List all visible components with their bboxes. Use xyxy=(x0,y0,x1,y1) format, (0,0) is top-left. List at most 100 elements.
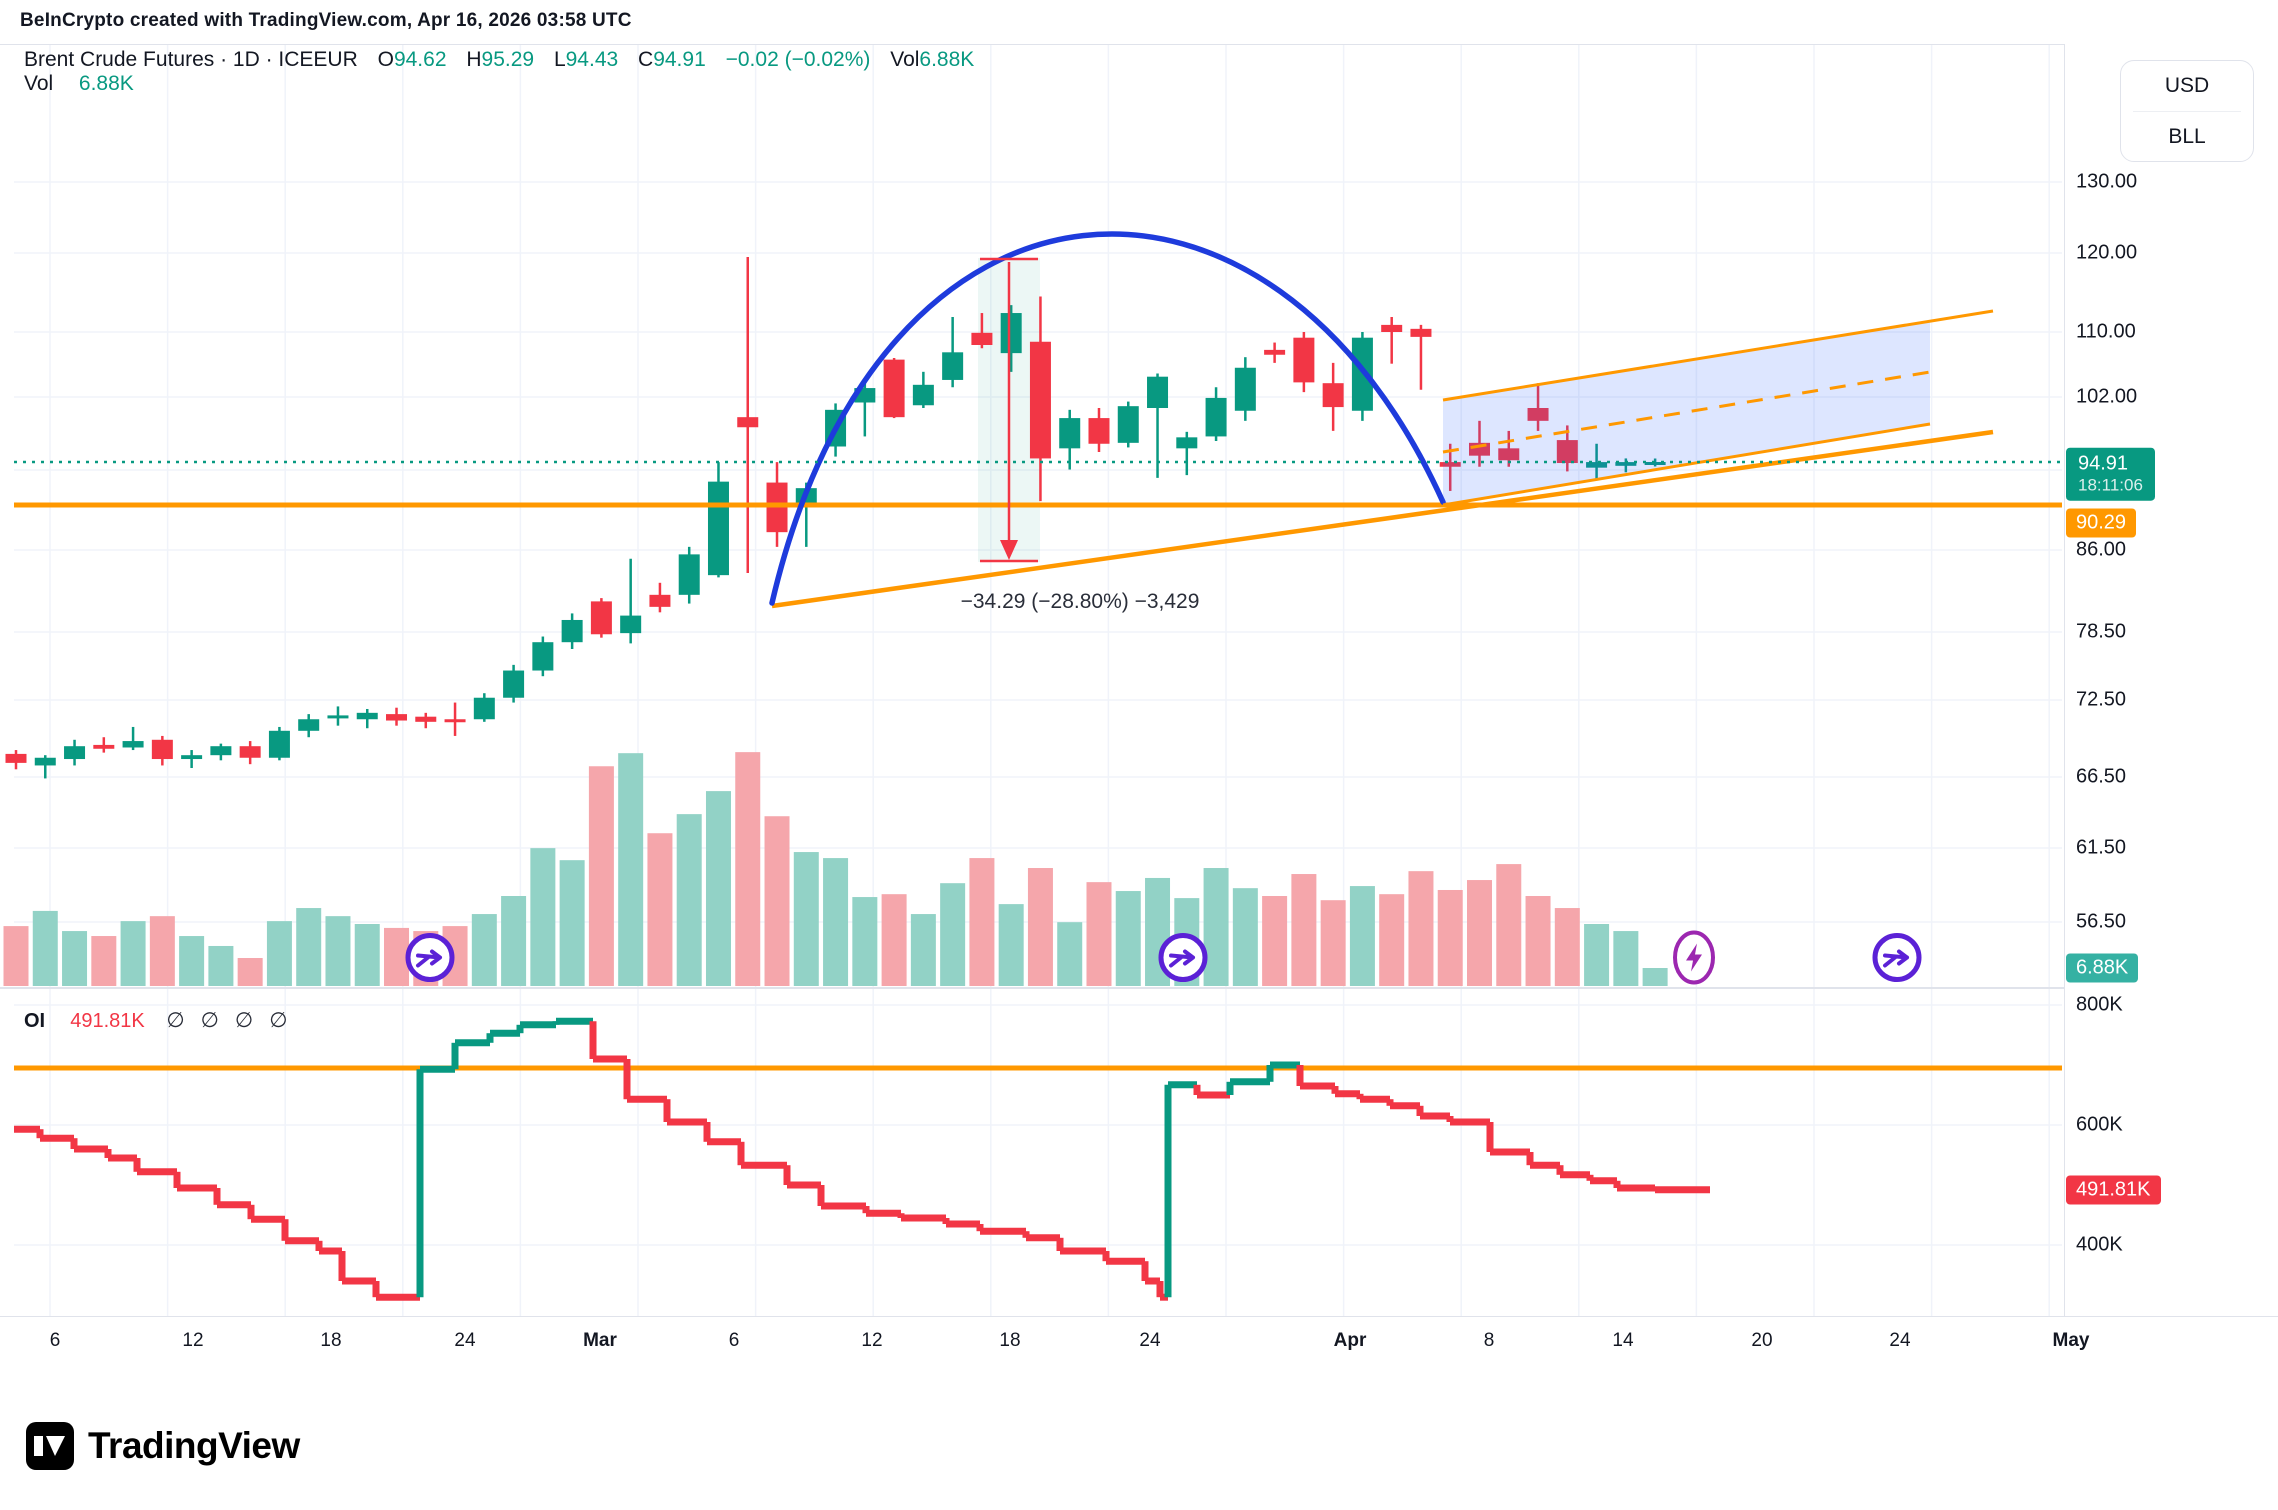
support-trendline xyxy=(771,429,1994,609)
settlement-lightning-icon[interactable] xyxy=(1671,929,1717,992)
volume-bar xyxy=(149,916,175,986)
volume-bar xyxy=(1613,931,1639,986)
time-label: 12 xyxy=(861,1330,883,1351)
contract-rollover-icon[interactable] xyxy=(1157,932,1209,989)
volume-bar xyxy=(1115,891,1141,986)
volume-bar xyxy=(208,945,234,986)
volume-bar xyxy=(1525,896,1551,986)
candlestick xyxy=(239,746,261,758)
price-tick-label: 61.50 xyxy=(2076,836,2127,859)
candlestick xyxy=(356,712,378,720)
volume-bar xyxy=(1291,874,1317,986)
candlestick xyxy=(971,332,993,345)
time-axis[interactable] xyxy=(0,1316,2278,1363)
open-value: 94.62 xyxy=(393,48,447,71)
candlestick xyxy=(444,719,466,723)
candlestick xyxy=(1615,462,1637,466)
open-label: O xyxy=(377,48,394,71)
volume-bar xyxy=(1349,886,1375,986)
candlestick xyxy=(678,554,700,595)
volume-axis-badge: 6.88K xyxy=(2066,953,2139,983)
high-label: H xyxy=(466,48,482,71)
time-label-month: Mar xyxy=(583,1330,617,1351)
time-label: 6 xyxy=(728,1330,740,1351)
candlestick xyxy=(737,417,759,428)
time-label-month: Apr xyxy=(1333,1330,1367,1351)
candlestick xyxy=(1644,462,1666,465)
contract-rollover-icon[interactable] xyxy=(1871,932,1923,989)
contract-rollover-icon[interactable] xyxy=(404,932,456,989)
candlestick xyxy=(590,601,612,635)
volume-bar xyxy=(618,753,644,986)
level-line-badge: 90.29 xyxy=(2066,508,2137,538)
volume-bar xyxy=(793,852,819,986)
oi-empty-marker: ∅ xyxy=(234,1009,254,1032)
oi-empty-marker: ∅ xyxy=(200,1009,219,1032)
tradingview-logo-text: TradingView xyxy=(88,1425,300,1466)
volume-bar xyxy=(354,924,380,986)
candlestick xyxy=(942,352,964,380)
oi-axis-badge: 491.81K xyxy=(2066,1175,2161,1205)
candlestick xyxy=(503,670,525,698)
candlestick xyxy=(1586,462,1608,468)
candlestick xyxy=(707,481,729,576)
volume-bar xyxy=(296,908,322,986)
volume-bar xyxy=(647,833,673,986)
candlestick xyxy=(1556,440,1578,464)
volume-legend-row[interactable]: Vol 6.88K xyxy=(24,72,134,96)
bar-countdown: 18:11:06 xyxy=(2078,475,2143,495)
candlestick xyxy=(1147,376,1169,409)
time-label: 18 xyxy=(320,1330,342,1351)
price-tick-label: 120.00 xyxy=(2076,241,2138,264)
candlestick xyxy=(1000,313,1022,354)
oi-label: OI xyxy=(24,1010,46,1032)
candlestick xyxy=(151,739,173,760)
candlestick xyxy=(298,719,320,731)
volume-bar xyxy=(1554,908,1580,986)
price-tick-label: 72.50 xyxy=(2076,688,2127,711)
volume-bar xyxy=(3,926,29,986)
volume-label: Vol xyxy=(890,48,920,71)
attribution-text: BeInCrypto created with TradingView.com,… xyxy=(20,10,632,31)
volume-bar xyxy=(237,958,263,986)
candlestick xyxy=(620,615,642,634)
volume-bar xyxy=(940,883,966,986)
measure-arrow-head xyxy=(1000,540,1018,560)
unit-usd[interactable]: USD xyxy=(2164,74,2210,97)
volume-bar xyxy=(120,921,146,986)
volume-bar xyxy=(62,931,88,986)
candlestick xyxy=(473,697,495,720)
price-tick-label: 102.00 xyxy=(2076,385,2138,408)
volume-bar xyxy=(1262,896,1288,986)
candlestick xyxy=(1176,437,1198,449)
volume-bar xyxy=(325,916,351,986)
oi-legend-row[interactable]: OI 491.81K ∅ ∅ ∅ ∅ xyxy=(24,1008,288,1033)
tradingview-logo[interactable]: TradingView xyxy=(26,1422,300,1470)
time-label: 6 xyxy=(49,1330,61,1351)
time-label: 24 xyxy=(454,1330,476,1351)
volume-bar xyxy=(676,814,702,986)
time-label: 24 xyxy=(1889,1330,1911,1351)
candlestick xyxy=(1439,462,1461,467)
unit-bll[interactable]: BLL xyxy=(2168,125,2206,148)
pane-separator[interactable] xyxy=(0,987,2064,989)
volume-bar xyxy=(501,896,527,986)
candlestick xyxy=(1234,367,1256,411)
last-price-value: 94.91 xyxy=(2078,452,2129,475)
unit-toggle[interactable]: USD BLL xyxy=(2120,60,2254,162)
symbol-legend-row[interactable]: Brent Crude Futures · 1D · ICEEUR O94.62… xyxy=(24,48,974,72)
candlestick xyxy=(1322,383,1344,408)
volume-bar xyxy=(266,921,292,986)
candlestick xyxy=(122,741,144,748)
vol-indicator-value: 6.88K xyxy=(78,72,134,95)
candlestick xyxy=(1527,408,1549,421)
oi-empty-marker: ∅ xyxy=(166,1009,185,1032)
price-axis[interactable] xyxy=(2064,44,2278,1316)
candlestick xyxy=(1293,337,1315,383)
candlestick xyxy=(268,730,290,758)
candlestick xyxy=(1498,448,1520,461)
time-label: 14 xyxy=(1612,1330,1634,1351)
time-label-month: May xyxy=(2052,1330,2090,1351)
low-label: L xyxy=(553,48,566,71)
